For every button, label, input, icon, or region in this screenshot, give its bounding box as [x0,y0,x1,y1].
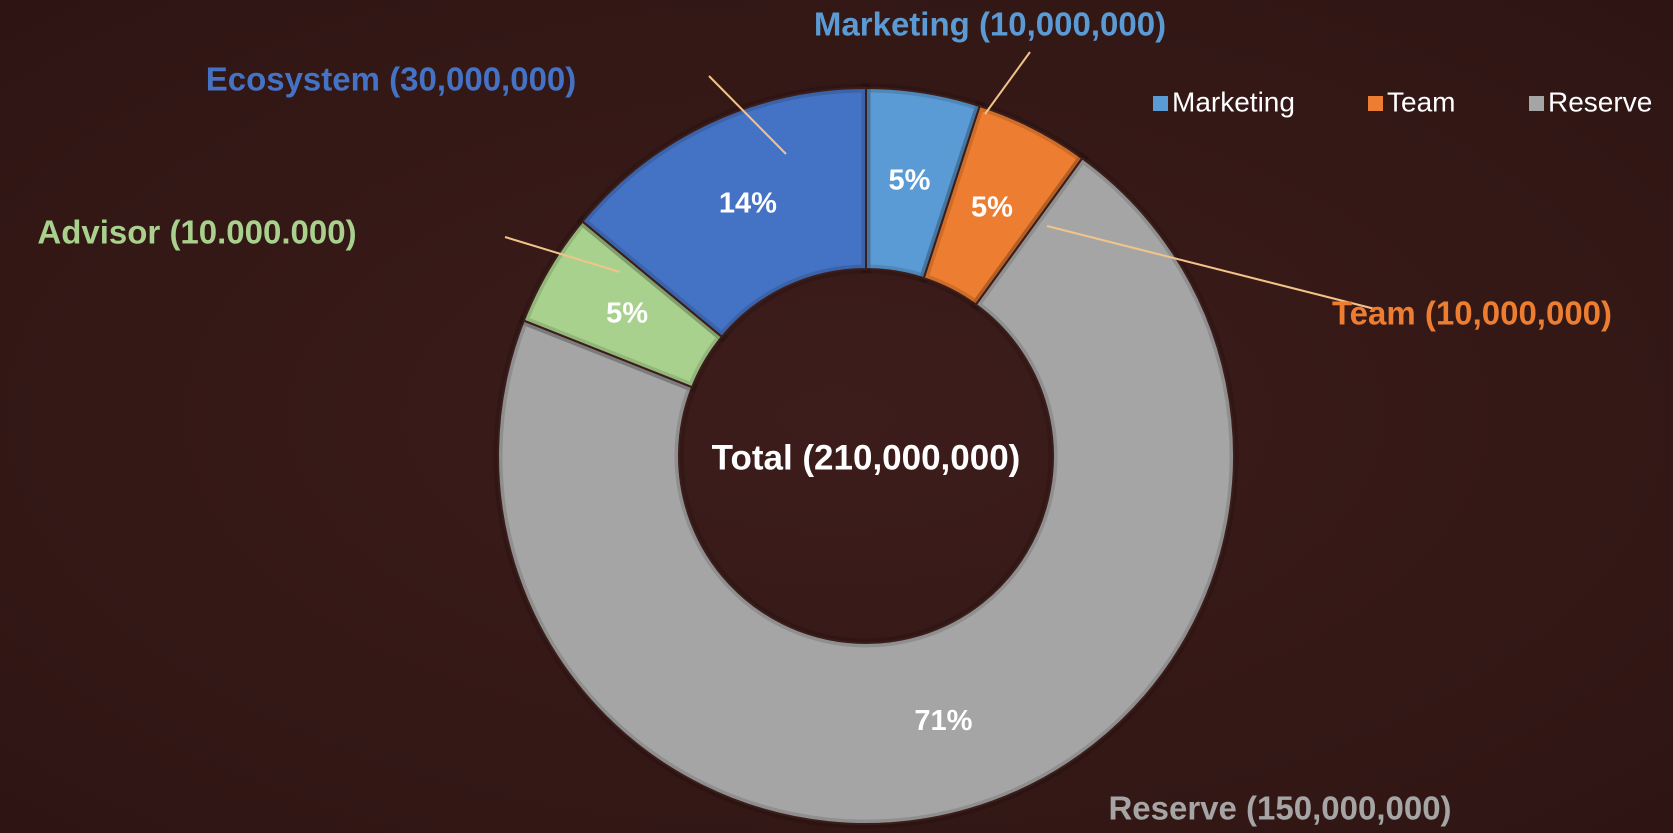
slice-edge [497,156,1235,826]
callout-label: Ecosystem (30,000,000) [206,61,577,98]
data-label: 14% [719,188,777,220]
legend-label: Reserve [1548,86,1652,117]
leader-line [1046,225,1376,310]
leader-line [984,51,1031,115]
slice-edge [581,86,867,339]
legend-swatch [1368,96,1383,111]
leader-line [708,75,787,155]
callout-label: Marketing (10,000,000) [814,6,1166,43]
center-label: Total (210,000,000) [712,438,1021,477]
legend-swatch [1529,96,1544,111]
data-label: 71% [914,705,972,737]
legend-label: Marketing [1172,86,1295,117]
callout-label: Advisor (10.000.000) [37,214,356,251]
callout-label: Team (10,000,000) [1332,295,1612,332]
data-label: 5% [606,297,648,329]
callout-label: Reserve (150,000,000) [1108,790,1451,827]
leader-line [504,236,621,273]
legend-label: Team [1387,86,1455,117]
legend-swatch [1153,96,1168,111]
donut [493,83,1239,829]
data-label: 5% [888,165,930,197]
data-label: 5% [971,191,1013,223]
